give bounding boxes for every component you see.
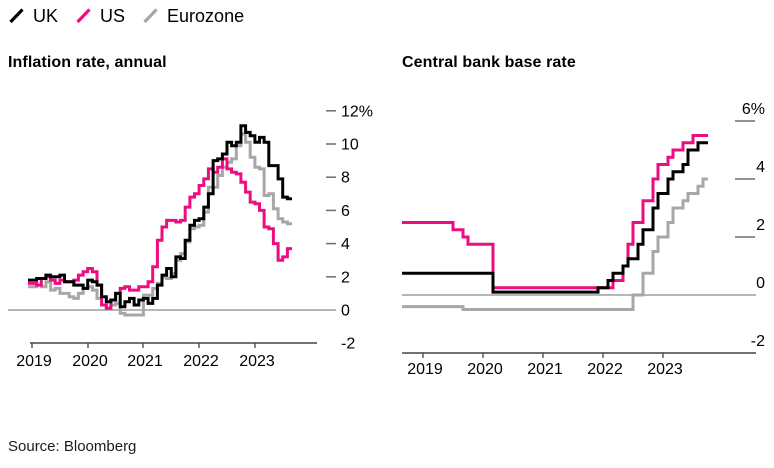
legend-item-uk: UK — [8, 6, 58, 26]
x-tick-label: 2020 — [467, 361, 503, 378]
y-tick-label: 0 — [341, 303, 350, 320]
legend-label-us: US — [100, 6, 126, 26]
y-tick-label: 0 — [756, 275, 765, 292]
y-tick-label: 6% — [742, 101, 765, 118]
y-tick-label: 12% — [341, 103, 373, 120]
uk-series-line — [402, 141, 708, 294]
us-series-line — [28, 157, 292, 310]
legend-item-us: US — [75, 6, 125, 26]
inflation-chart-plot-area: 2019 2020 2021 2022 2023 12% 10 8 6 4 2 0 -2 — [8, 103, 373, 370]
source-attribution: Source: Bloomberg — [8, 438, 137, 455]
chart-title-inflation: Inflation rate, annual — [8, 54, 167, 71]
chart-title-base-rate: Central bank base rate — [402, 54, 576, 71]
y-tick-label: 10 — [341, 137, 359, 154]
y-tick-label: 4 — [341, 236, 350, 253]
chart-legend: UK US Eurozone — [8, 6, 244, 26]
y-tick-label: 6 — [341, 203, 350, 220]
eurozone-line-swatch-icon — [143, 8, 158, 24]
y-tick-label: 2 — [756, 217, 765, 234]
y-tick-label: 4 — [756, 159, 765, 176]
x-tick-label: 2022 — [183, 353, 219, 370]
x-tick-label: 2021 — [127, 353, 163, 370]
us-line-swatch-icon — [76, 8, 91, 24]
eurozone-series-line — [402, 177, 708, 311]
us-series-line — [402, 134, 708, 290]
x-tick-label: 2019 — [16, 353, 52, 370]
uk-line-swatch-icon — [9, 8, 24, 24]
legend-label-eurozone: Eurozone — [167, 6, 245, 26]
uk-series-line — [28, 124, 292, 309]
legend-label-uk: UK — [33, 6, 59, 26]
y-tick-label: -2 — [751, 333, 765, 350]
legend-item-eurozone: Eurozone — [142, 6, 244, 26]
x-tick-label: 2019 — [407, 361, 443, 378]
y-tick-label: 8 — [341, 170, 350, 187]
x-tick-label: 2021 — [527, 361, 563, 378]
y-tick-label: 2 — [341, 269, 350, 286]
x-tick-label: 2022 — [587, 361, 623, 378]
base-rate-chart-plot-area: 2019 2020 2021 2022 2023 6% 4 2 0 -2 — [402, 101, 765, 378]
x-tick-label: 2020 — [72, 353, 108, 370]
y-tick-label: -2 — [341, 336, 355, 353]
x-tick-label: 2023 — [239, 353, 275, 370]
x-tick-label: 2023 — [647, 361, 683, 378]
eurozone-series-line — [28, 132, 292, 317]
